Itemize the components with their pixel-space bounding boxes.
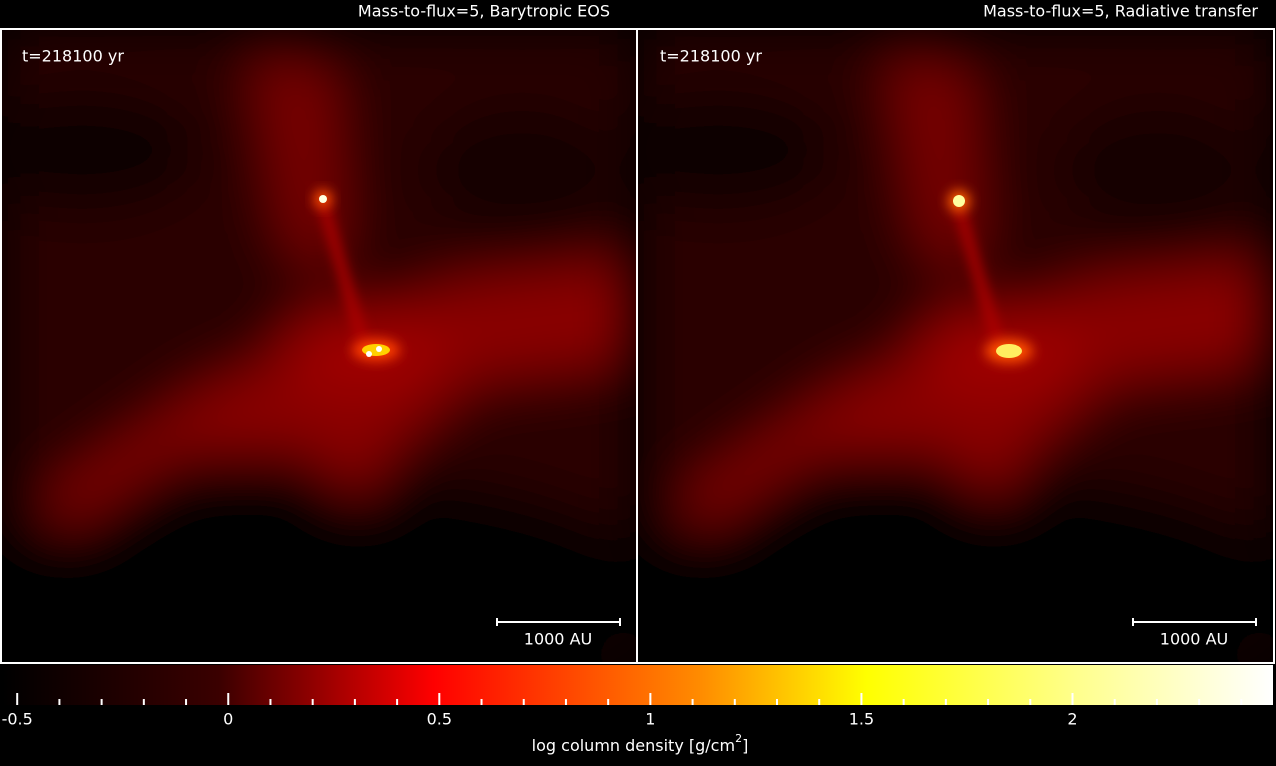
panel-image bbox=[0, 30, 662, 710]
time-label: t=218100 yr bbox=[22, 47, 124, 66]
scale-bar bbox=[496, 618, 1257, 626]
tick-label: 0.5 bbox=[427, 710, 452, 729]
panel-title: Mass-to-flux=5, Barytropic EOS bbox=[358, 2, 610, 21]
colorbar bbox=[2, 665, 1273, 705]
scale-label: 1000 AU bbox=[1160, 630, 1228, 649]
panel-image bbox=[578, 30, 1276, 710]
time-label: t=218100 yr bbox=[660, 47, 762, 66]
scale-label: 1000 AU bbox=[524, 630, 592, 649]
colorbar-label: log column density [g/cm2] bbox=[532, 732, 749, 755]
tick-label: 1 bbox=[645, 710, 655, 729]
panel-title: Mass-to-flux=5, Radiative transfer bbox=[983, 2, 1258, 21]
tick-label: 2 bbox=[1067, 710, 1077, 729]
tick-label: -0.5 bbox=[2, 710, 33, 729]
tick-label: 1.5 bbox=[849, 710, 874, 729]
tick-label: 0 bbox=[223, 710, 233, 729]
